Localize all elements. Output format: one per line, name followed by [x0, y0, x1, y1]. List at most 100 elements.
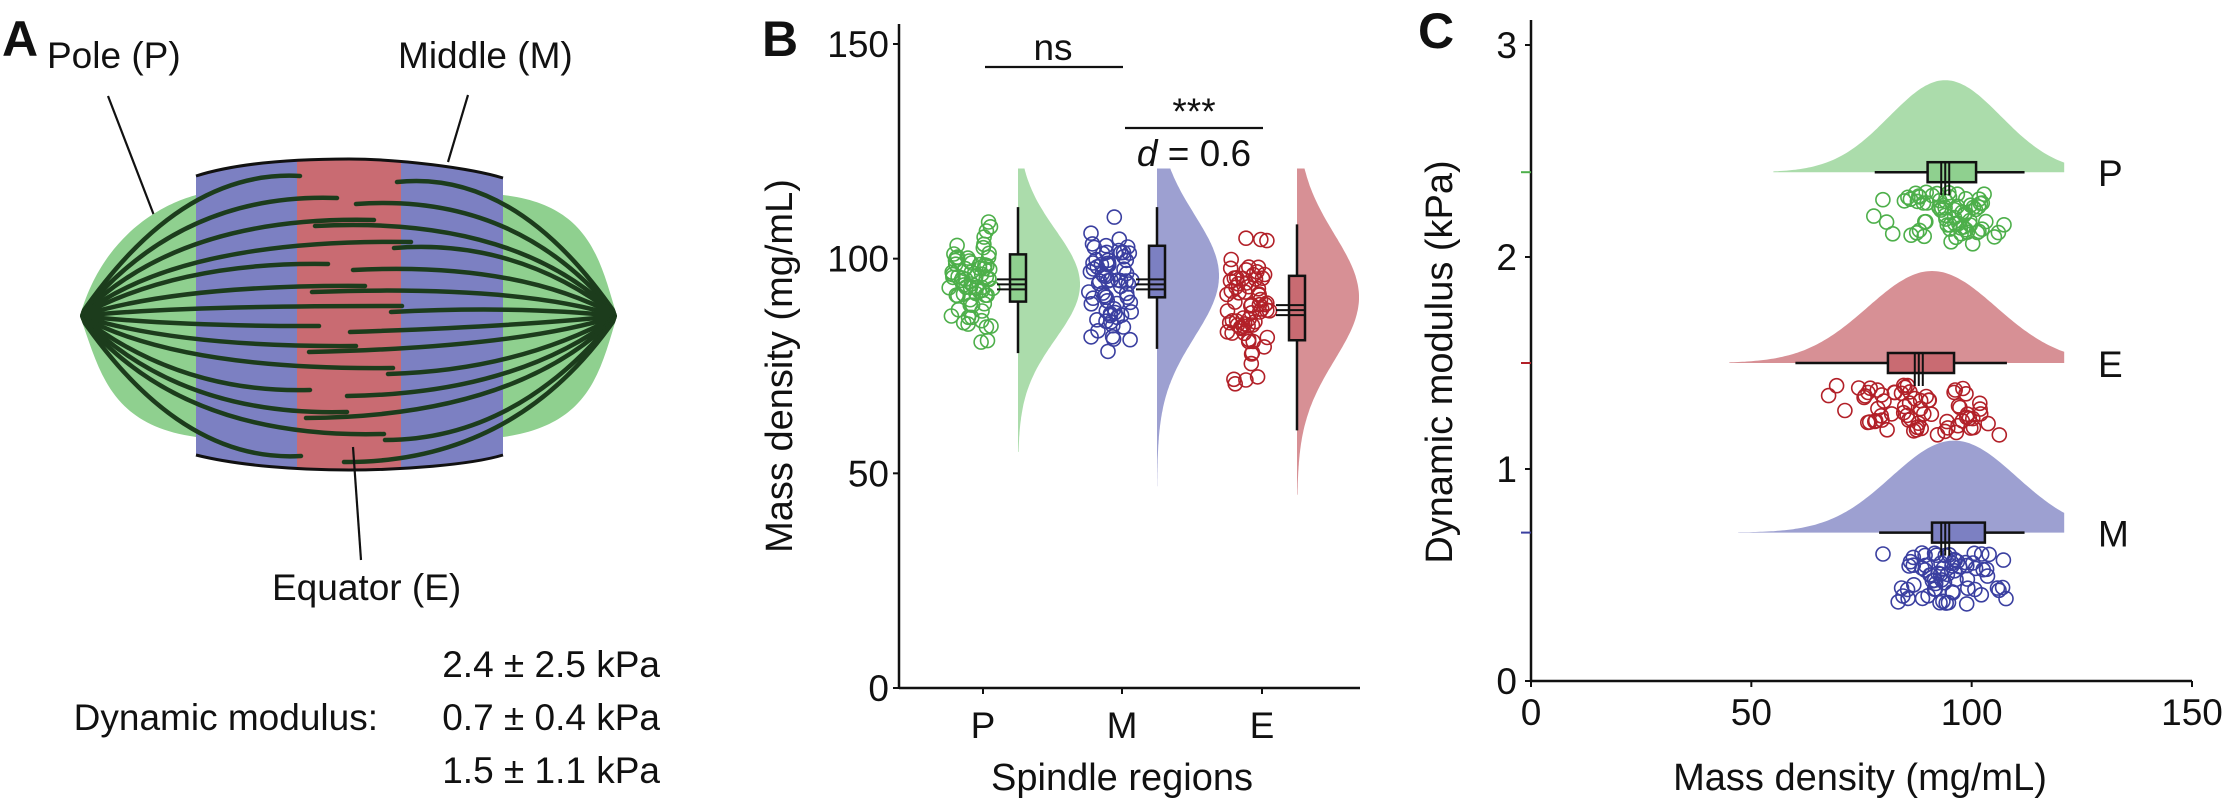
modulus-value-pole: 2.4 ± 2.5 kPa	[442, 644, 660, 685]
data-point-E	[1238, 275, 1255, 291]
middle-pointer-line	[446, 94, 470, 163]
data-point-P	[1969, 224, 1986, 241]
panel-b-y-tick-label: 100	[827, 239, 889, 280]
data-point-P	[1907, 185, 1924, 202]
data-point-P	[974, 279, 990, 296]
data-point-P	[1974, 221, 1990, 237]
panel-c-y-tick-label: 2	[1496, 237, 1517, 278]
panel-c-y-axis-title: Dynamic modulus (kPa)	[1419, 160, 1461, 563]
panel-c-marks: P E M	[1521, 80, 2129, 612]
data-point-E	[1958, 385, 1974, 402]
data-point-P	[1970, 199, 1987, 215]
panel-label-c: C	[1418, 3, 1454, 59]
spindle-outline	[195, 157, 504, 472]
data-point-P	[979, 332, 996, 349]
series-label-E: E	[2098, 344, 2123, 385]
data-point-P	[1932, 192, 1948, 209]
data-point-P	[981, 261, 998, 278]
microtubule-fiber	[80, 303, 405, 319]
data-point-M	[1967, 581, 1983, 598]
panel-b-marks	[941, 168, 1359, 495]
panel-b-axes: 0 50 100 150 P M E	[827, 24, 1360, 746]
microtubule-fiber	[382, 313, 617, 443]
data-point-E	[1874, 387, 1890, 403]
microtubule-fiber	[80, 313, 387, 437]
microtubule-fiber	[350, 266, 617, 319]
data-point-P	[980, 249, 997, 266]
data-point-P	[1902, 191, 1919, 207]
data-point-P	[973, 334, 989, 350]
microtubule-fiber	[306, 313, 617, 355]
panel-b-x-axis-title: Spindle regions	[991, 757, 1253, 799]
data-point-M	[1902, 553, 1919, 570]
data-point-E	[1243, 355, 1260, 372]
microtubule-fiber	[80, 313, 396, 371]
series-label-M: M	[2098, 514, 2129, 555]
microtubule-fiber	[80, 195, 340, 319]
pole-pointer-line	[106, 95, 157, 219]
data-point-M	[1994, 579, 2011, 596]
data-point-P	[977, 287, 994, 304]
data-point-P	[957, 260, 973, 277]
data-point-E	[1238, 262, 1255, 278]
data-point-E	[1820, 387, 1837, 404]
data-point-M	[1998, 590, 2014, 607]
data-point-E	[1238, 372, 1254, 388]
data-point-E	[1837, 402, 1853, 419]
data-point-M	[1944, 584, 1961, 600]
microtubule-fiber	[344, 313, 617, 399]
data-point-P	[1943, 234, 1959, 250]
microtubule-fiber	[80, 261, 331, 319]
data-point-M	[1109, 295, 1125, 312]
data-point-P	[976, 229, 992, 245]
data-point-M	[1098, 313, 1114, 330]
data-point-E	[1867, 412, 1884, 429]
microtubule-fiber	[80, 217, 377, 319]
data-point-M	[1110, 272, 1126, 288]
data-point-P	[949, 237, 965, 254]
data-point-M	[1107, 304, 1123, 321]
data-point-M	[1966, 545, 1983, 562]
data-point-M	[1118, 273, 1134, 289]
data-point-E	[1245, 333, 1261, 350]
box-E	[1886, 351, 1956, 375]
microtubule-fiber	[303, 313, 617, 421]
spindle-body	[80, 159, 617, 470]
data-point-M	[1106, 209, 1123, 225]
data-point-E	[1918, 388, 1934, 405]
data-point-M	[1091, 273, 1108, 290]
effect-size-symbol: d	[1137, 133, 1159, 174]
significance-stars: ***	[1172, 91, 1215, 132]
data-point-M	[1104, 328, 1121, 345]
data-point-P	[1933, 202, 1949, 218]
data-point-M	[1122, 294, 1139, 311]
data-point-M	[1914, 545, 1930, 561]
data-point-P	[1866, 208, 1882, 224]
data-point-P	[946, 246, 962, 262]
data-point-M	[1928, 547, 1945, 564]
data-point-E	[1972, 395, 1988, 412]
data-point-E	[1959, 406, 1976, 423]
box-M	[1930, 521, 1987, 544]
data-point-E	[1857, 388, 1873, 404]
panel-c-y-tick-label: 1	[1496, 449, 1517, 490]
data-point-E	[1828, 377, 1845, 394]
microtubule-fiber	[347, 313, 617, 335]
data-point-M	[1122, 331, 1138, 348]
microtubule-fiber	[394, 178, 617, 319]
data-point-E	[1861, 414, 1878, 430]
microtubule-fiber	[391, 244, 617, 319]
effect-size-value: = 0.6	[1157, 133, 1251, 174]
data-point-E	[1249, 263, 1265, 280]
data-point-E	[1259, 329, 1276, 346]
panel-c-chart: C 0 1 2 3 0 50 100 150 P E M Dynamic modulus (kPa…	[1418, 3, 2223, 799]
box-P	[1008, 253, 1028, 303]
data-point-E	[1950, 398, 1967, 414]
data-point-P	[954, 270, 971, 286]
data-point-E	[1879, 421, 1895, 438]
data-point-E	[1227, 375, 1243, 392]
panel-label-a: A	[2, 11, 38, 67]
data-point-M	[1923, 567, 1939, 583]
microtubule-fiber	[80, 313, 304, 459]
data-point-P	[978, 269, 995, 285]
